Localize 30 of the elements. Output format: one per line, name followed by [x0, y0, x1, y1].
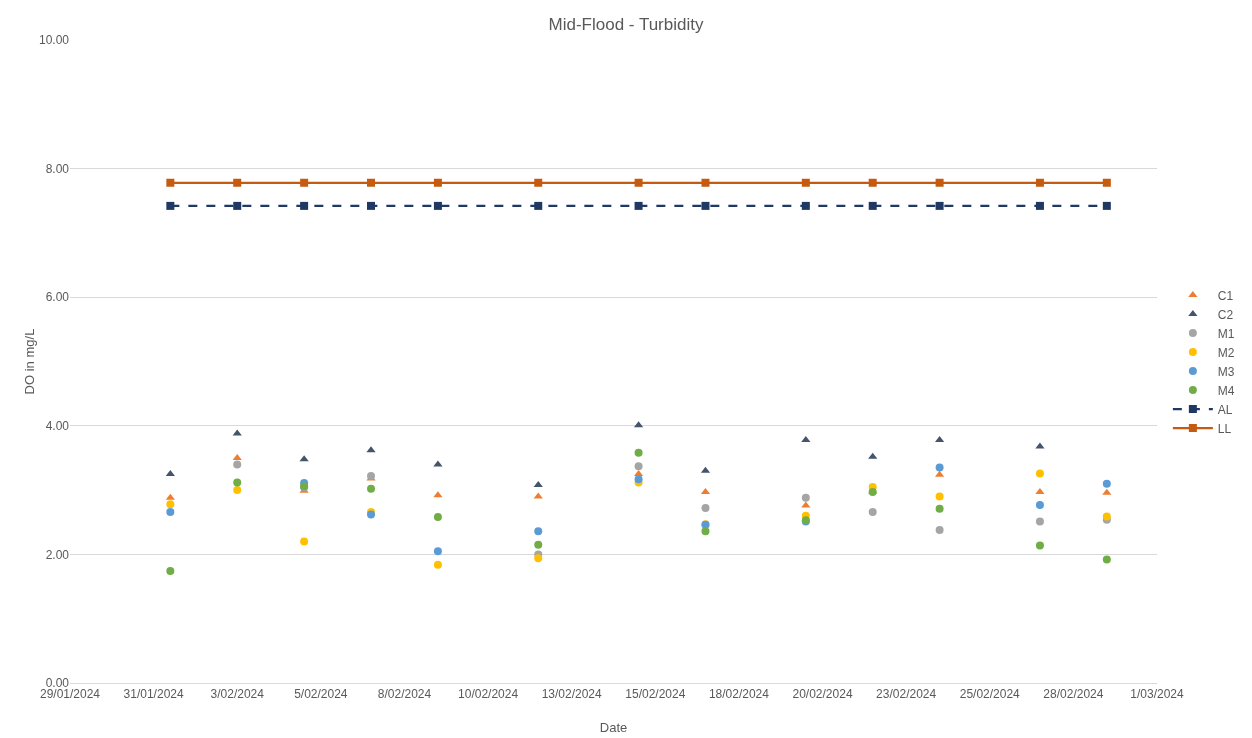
legend-label: M4 — [1217, 383, 1235, 398]
y-tick-label: 10.00 — [38, 33, 70, 48]
chart-title: Mid-Flood - Turbidity — [548, 15, 704, 35]
legend-label: C1 — [1217, 288, 1234, 303]
y-tick-label: 6.00 — [45, 290, 70, 305]
x-tick-label: 28/02/2024 — [1043, 687, 1104, 702]
x-tick-label: 23/02/2024 — [876, 687, 937, 702]
legend-label: M2 — [1217, 345, 1235, 360]
x-tick-label: 1/03/2024 — [1130, 687, 1185, 702]
x-tick-label: 29/01/2024 — [39, 687, 101, 702]
y-tick-label: 4.00 — [45, 419, 70, 433]
legend-label: LL — [1217, 421, 1232, 436]
legend-label: M1 — [1217, 326, 1235, 341]
x-tick-label: 18/02/2024 — [708, 687, 770, 702]
x-tick-label: 13/02/2024 — [541, 687, 603, 702]
y-tick-label: 2.00 — [45, 547, 70, 562]
legend-label: C2 — [1217, 307, 1234, 322]
y-tick-label: 8.00 — [45, 161, 70, 176]
x-tick-label: 25/02/2024 — [959, 687, 1021, 702]
x-tick-label: 3/02/2024 — [210, 687, 265, 702]
legend-label: M3 — [1217, 364, 1235, 379]
x-tick-label: 8/02/2024 — [377, 687, 432, 702]
x-axis-title: Date — [599, 720, 628, 735]
x-tick-label: 31/01/2024 — [123, 687, 184, 702]
y-axis-title: DO in mg/L — [22, 328, 37, 395]
legend-label: AL — [1217, 402, 1233, 417]
x-tick-label: 5/02/2024 — [294, 687, 348, 702]
x-tick-label: 10/02/2024 — [458, 687, 519, 702]
x-tick-label: 20/02/2024 — [792, 687, 853, 702]
x-tick-label: 15/02/2024 — [625, 687, 686, 702]
